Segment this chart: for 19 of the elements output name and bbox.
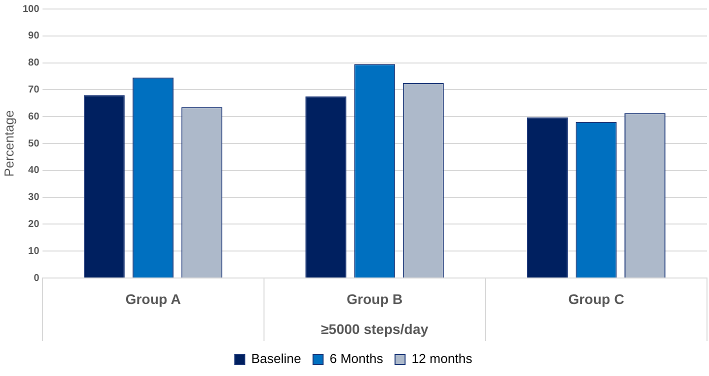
y-tick-label: 70 (28, 84, 40, 96)
y-tick-label: 50 (28, 138, 40, 150)
y-tick-label: 20 (28, 218, 40, 230)
y-tick-label: 80 (28, 58, 40, 69)
y-tick-label: 90 (28, 30, 40, 42)
legend-label: 6 Months (330, 351, 384, 366)
y-tick-label: 60 (28, 111, 40, 122)
y-tick-label: 40 (28, 165, 40, 176)
legend-label: Baseline (251, 351, 302, 366)
x-tick-label: Group B (346, 290, 403, 307)
x-tick-label: Group A (125, 290, 181, 307)
legend-label: 12 months (412, 351, 473, 366)
x-axis-title: ≥5000 steps/day (320, 320, 429, 337)
y-tick-label: 30 (28, 192, 40, 204)
y-tick-label: 100 (22, 4, 40, 15)
y-tick-label: 0 (34, 272, 40, 284)
y-axis-title: Percentage (1, 110, 16, 177)
x-tick-label: Group C (568, 290, 624, 307)
y-tick-label: 10 (28, 246, 40, 257)
